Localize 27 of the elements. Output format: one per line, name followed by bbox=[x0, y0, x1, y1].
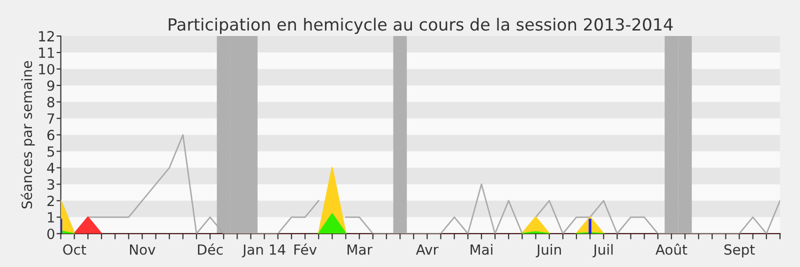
y-tick-label: 7 bbox=[48, 114, 54, 124]
x-tick-label: Juin bbox=[536, 244, 561, 258]
x-tick-label: Mai bbox=[470, 244, 492, 255]
x-tick-label: Août bbox=[656, 243, 688, 255]
x-tick-label: Sept bbox=[724, 244, 755, 258]
y-tick-label: 0 bbox=[47, 228, 54, 240]
y-axis-title: Séances par semaine bbox=[20, 61, 35, 208]
y-tick-label: 10 bbox=[39, 64, 54, 74]
y-tick-label: 3 bbox=[47, 179, 54, 190]
y-tick-label: 5 bbox=[47, 146, 54, 157]
x-tick-label: Déc bbox=[198, 243, 223, 255]
x-tick-label: Nov bbox=[130, 244, 156, 255]
x-tick-label: Fév bbox=[294, 243, 317, 255]
x-tick-label: Jan 14 bbox=[242, 244, 286, 258]
y-tick-label: 11 bbox=[39, 48, 54, 58]
y-tick-label: 1 bbox=[48, 212, 54, 222]
y-tick-label: 4 bbox=[47, 162, 54, 174]
y-tick-label: 12 bbox=[39, 31, 54, 42]
chart-title: Participation en hemicycle au cours de la session 2013-2014 bbox=[168, 18, 673, 34]
x-tick-label: Juil bbox=[592, 244, 613, 258]
y-tick-label: 6 bbox=[47, 130, 54, 140]
y-tick-label: 9 bbox=[47, 80, 54, 91]
x-tick-label: Avr bbox=[416, 244, 438, 255]
y-tick-label: 2 bbox=[47, 196, 54, 206]
x-tick-label: Oct bbox=[63, 244, 86, 255]
x-tick-label: Mar bbox=[348, 244, 372, 255]
y-tick-label: 8 bbox=[47, 96, 54, 108]
